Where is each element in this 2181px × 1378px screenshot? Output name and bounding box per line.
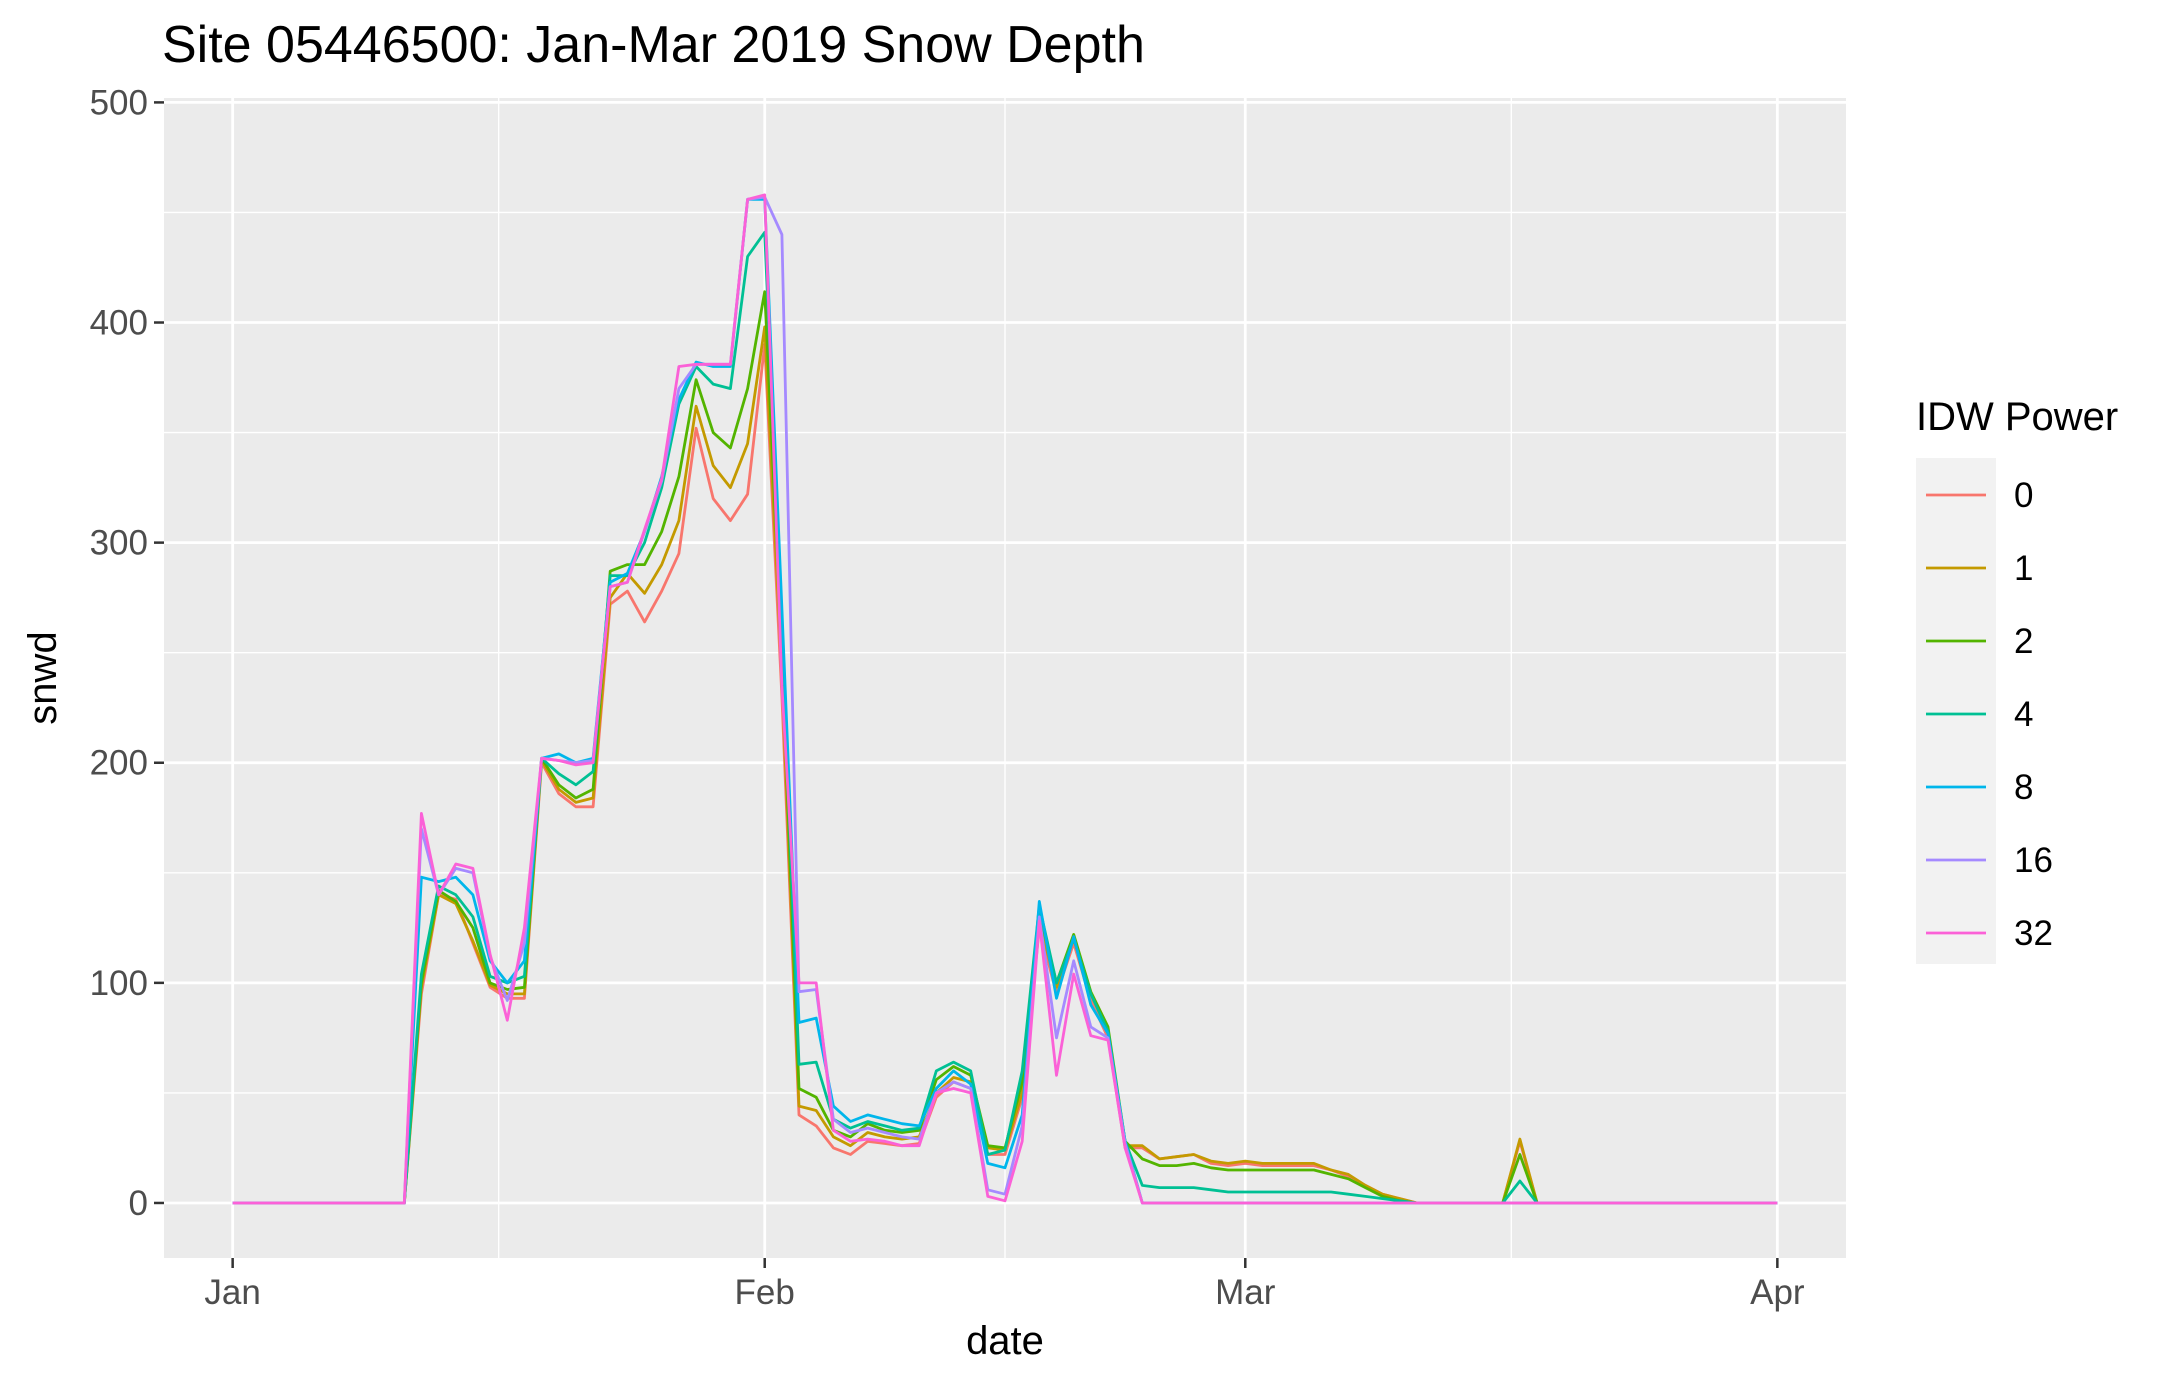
y-tick-label: 300 (90, 524, 148, 563)
y-tick-label: 500 (90, 83, 148, 122)
legend: IDW Power 0 1 2 4 8 16 32 (1916, 395, 2118, 964)
series-lines (232, 193, 1778, 1205)
series-line-4 (232, 230, 1778, 1205)
y-axis-ticks: 0 100 200 300 400 500 (90, 83, 164, 1223)
x-tick-label: Jan (204, 1273, 260, 1312)
x-axis-ticks: Jan Feb Mar Apr (204, 1258, 1805, 1312)
grid-major (164, 98, 1846, 1258)
legend-label-0: 0 (2014, 476, 2033, 515)
legend-key-background (1916, 458, 1996, 964)
x-axis-title: date (966, 1319, 1044, 1363)
x-tick-label: Mar (1215, 1273, 1276, 1312)
legend-title: IDW Power (1916, 395, 2118, 439)
y-tick-label: 200 (90, 744, 148, 783)
y-tick-label: 0 (129, 1184, 148, 1223)
x-tick-label: Feb (735, 1273, 795, 1312)
legend-label-32: 32 (2014, 914, 2053, 953)
legend-label-1: 1 (2014, 549, 2033, 588)
legend-label-8: 8 (2014, 768, 2033, 807)
legend-items: 0 1 2 4 8 16 32 (1926, 476, 2053, 953)
y-axis-title: snwd (21, 631, 65, 724)
legend-label-4: 4 (2014, 695, 2033, 734)
legend-label-16: 16 (2014, 841, 2053, 880)
grid-minor (164, 98, 1846, 1258)
y-tick-label: 100 (90, 964, 148, 1003)
y-tick-label: 400 (90, 304, 148, 343)
x-tick-label: Apr (1750, 1273, 1805, 1312)
chart-title: Site 05446500: Jan-Mar 2019 Snow Depth (162, 16, 1145, 74)
series-line-32 (232, 193, 1778, 1205)
legend-label-2: 2 (2014, 622, 2033, 661)
